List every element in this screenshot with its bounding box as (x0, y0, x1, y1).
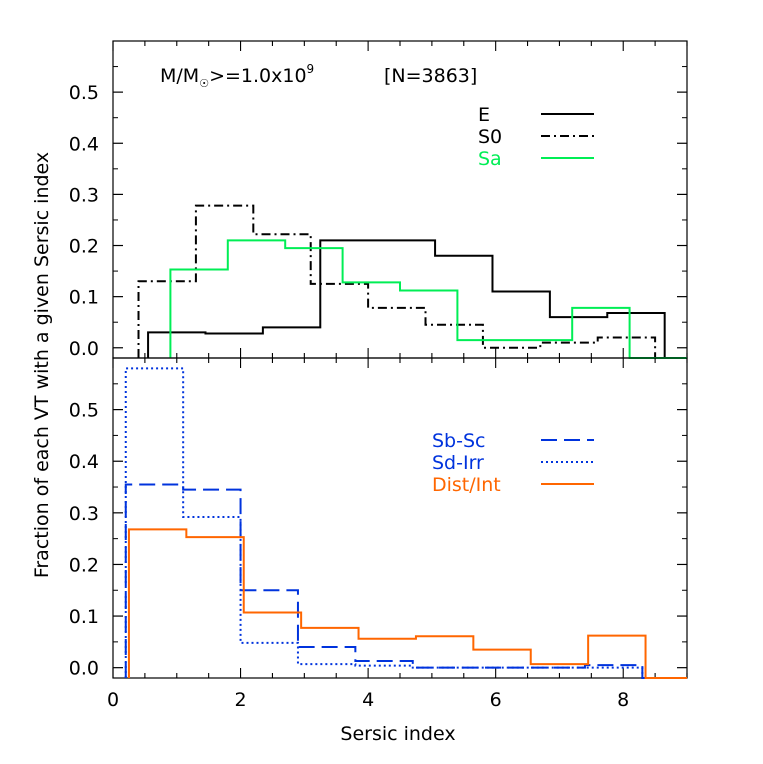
series-sb-sc-line (124, 483, 687, 679)
y-tick-label: 0.0 (69, 658, 99, 680)
x-tick-label: 8 (617, 689, 629, 711)
y-tick-label: 0.1 (69, 606, 99, 628)
y-tick-label: 0.1 (69, 287, 99, 309)
x-tick-label: 6 (490, 689, 502, 711)
legend-label-sb-sc: Sb-Sc (432, 430, 485, 452)
legend-label-sa: Sa (478, 148, 502, 170)
y-tick-label: 0.3 (69, 184, 99, 206)
y-tick-label: 0.2 (69, 236, 99, 258)
legend-label-e: E (478, 104, 490, 126)
series-dist-int-line (127, 528, 687, 679)
legend-label-s0: S0 (478, 126, 502, 148)
y-tick-label: 0.4 (69, 133, 99, 155)
sun-symbol: ☉ (199, 77, 209, 90)
y-tick-label: 0.5 (69, 400, 99, 422)
y-tick-label: 0.0 (69, 338, 99, 360)
x-axis-title: Sersic index (340, 723, 455, 745)
series-e-line (147, 239, 687, 359)
series-s0-line (137, 204, 687, 359)
mass-annotation: M/M☉>=1.0x109 (160, 62, 314, 90)
series-sa-line (169, 239, 687, 359)
plot-frame (112, 357, 688, 679)
y-tick-label: 0.2 (69, 554, 99, 576)
x-tick-label: 0 (107, 689, 119, 711)
x-tick-label: 2 (235, 689, 247, 711)
mass-exponent: 9 (307, 62, 315, 76)
legend-label-dist-int: Dist/Int (432, 474, 501, 496)
y-tick-label: 0.4 (69, 451, 99, 473)
y-tick-label: 0.3 (69, 503, 99, 525)
series-sd-irr-line (124, 367, 687, 679)
y-axis-title: Fraction of each VT with a given Sersic … (31, 152, 53, 578)
x-tick-label: 4 (362, 689, 374, 711)
count-annotation: [N=3863] (384, 65, 477, 87)
y-tick-label: 0.5 (69, 82, 99, 104)
legend-label-sd-irr: Sd-Irr (432, 452, 484, 474)
